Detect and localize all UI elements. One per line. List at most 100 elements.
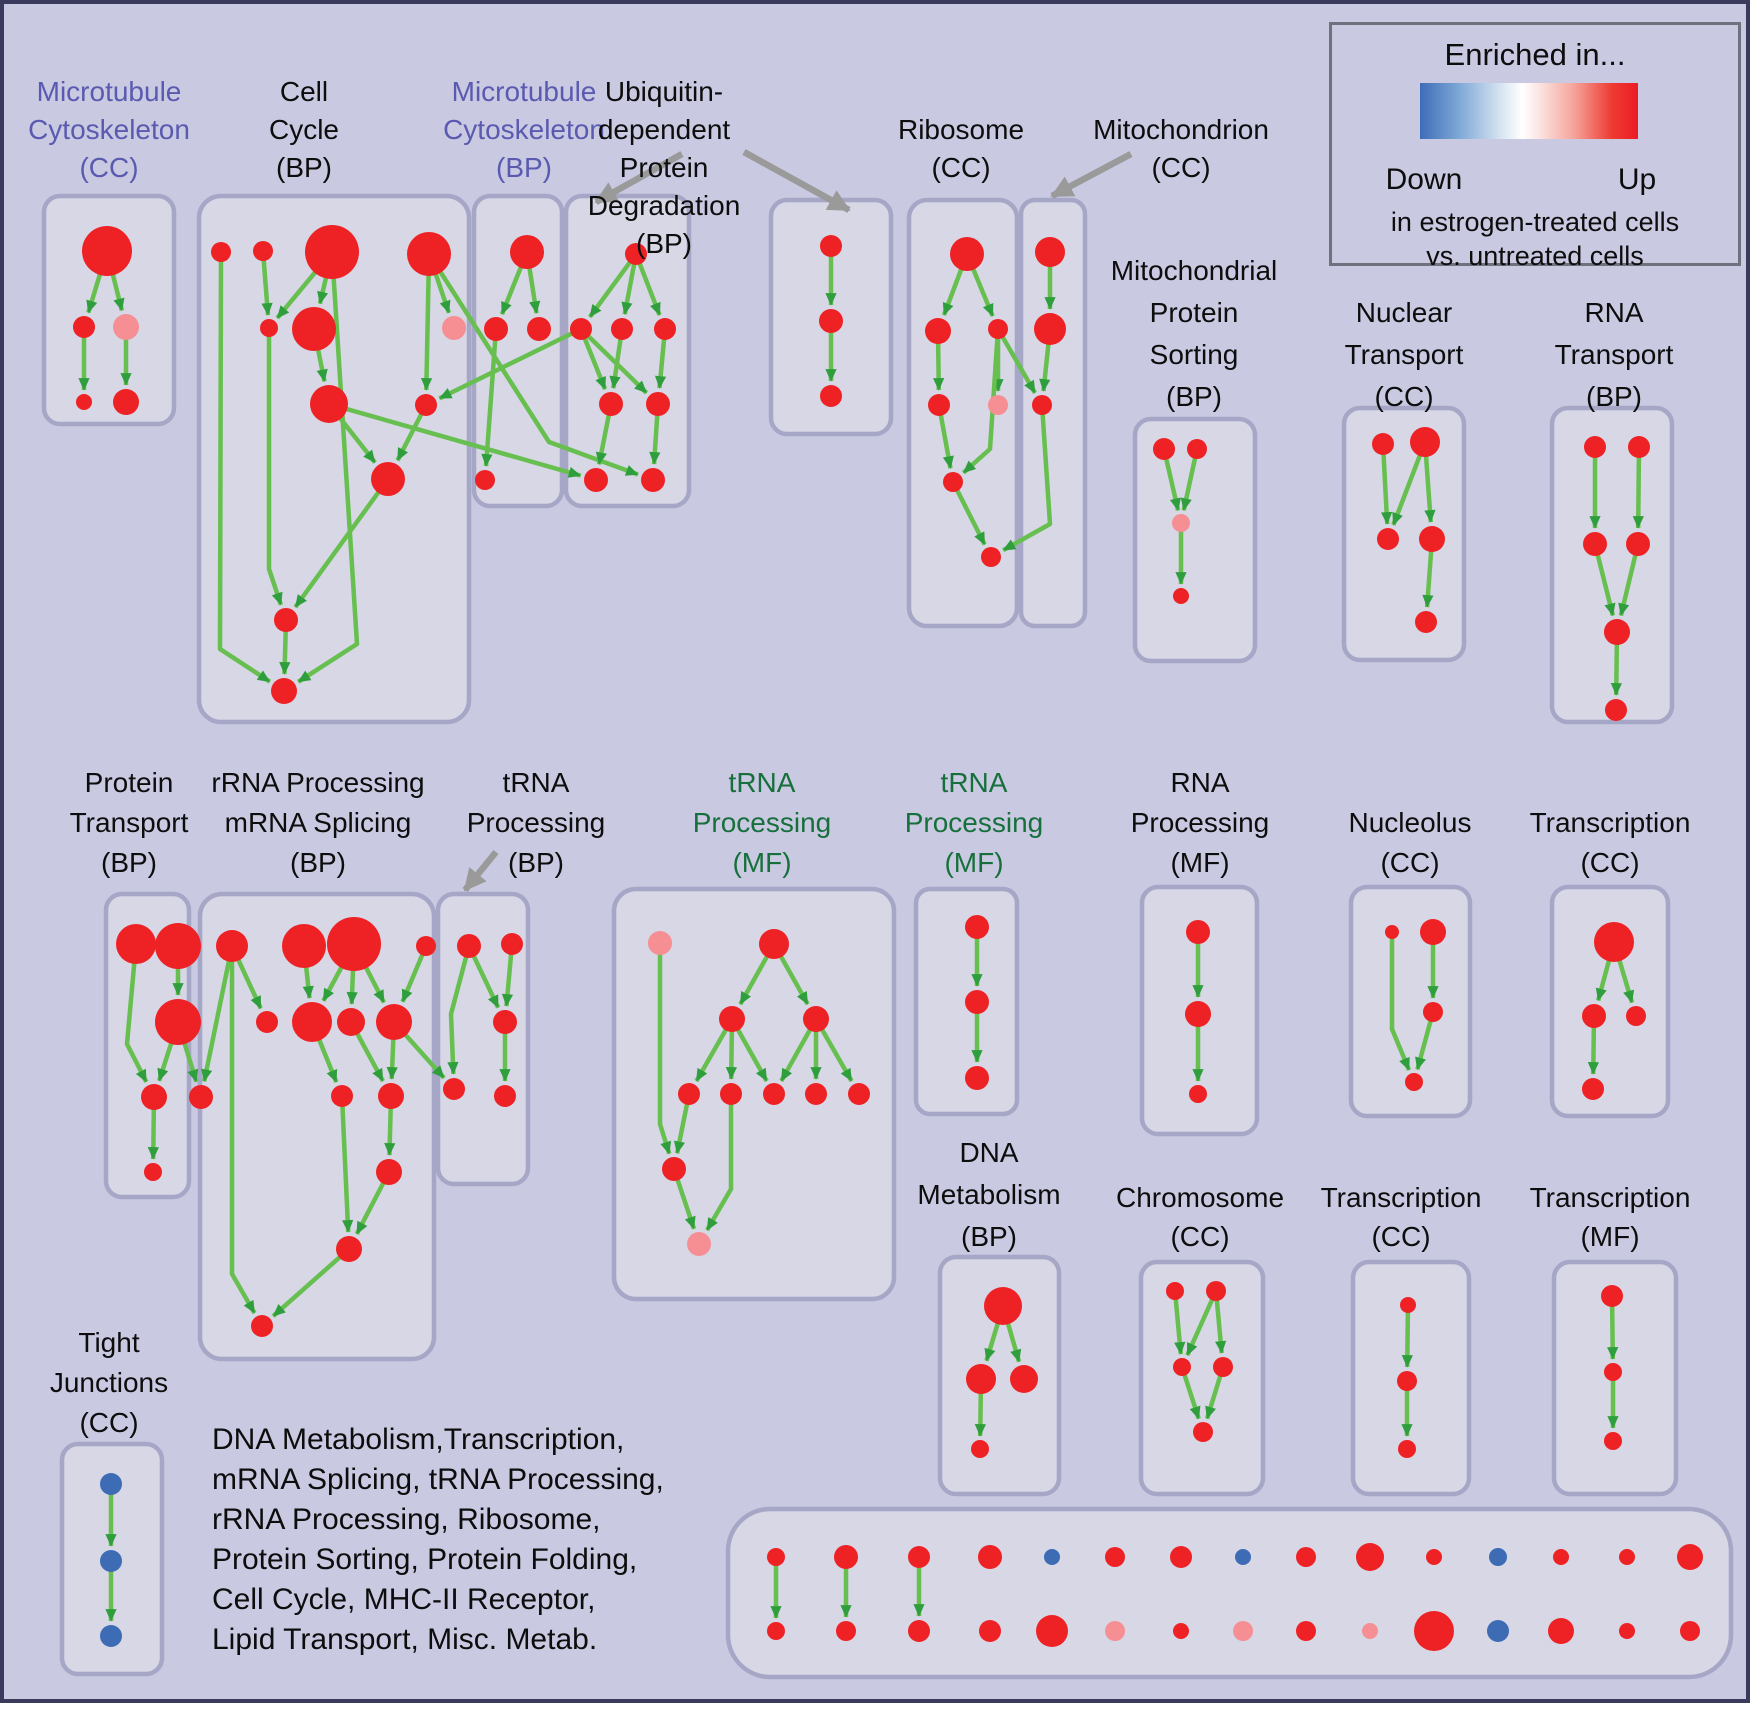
node-l5 <box>1036 1615 1068 1647</box>
network-diagram: Microtubule Cytoskeleton (CC) Cell Cycle (BP)… <box>28 76 1734 1680</box>
node-g5 <box>256 1011 278 1033</box>
node-k6 <box>1105 1547 1125 1567</box>
node-k7 <box>1170 1546 1192 1568</box>
node-w2 <box>759 929 789 959</box>
node-l8 <box>1233 1621 1253 1641</box>
edge-t3-r7 <box>1002 404 1053 553</box>
edge-u2-c9 <box>438 326 582 401</box>
edge-q4-q5 <box>1618 543 1641 617</box>
node-e1 <box>1594 922 1634 962</box>
node-m1 <box>510 235 544 269</box>
node-g12 <box>336 1236 362 1262</box>
edge-c1-c12 <box>217 251 272 684</box>
node-j3 <box>100 1625 122 1647</box>
node-l11 <box>1414 1611 1454 1651</box>
node-q3 <box>1583 532 1607 556</box>
node-n3 <box>1377 528 1399 550</box>
node-ch3 <box>1173 1358 1191 1376</box>
edge-c10-c11 <box>293 477 390 609</box>
node-s1 <box>1153 438 1175 460</box>
edge-g4-g8 <box>400 945 429 1003</box>
node-c6 <box>292 307 336 351</box>
label-tight-junctions-cc: Tight Junctions (CC) <box>50 1327 168 1438</box>
node-f2 <box>1397 1371 1417 1391</box>
node-q1 <box>1584 436 1606 458</box>
node-t1 <box>1035 237 1065 267</box>
group-box-dna-metabolism-bp <box>937 1254 1062 1497</box>
node-j1 <box>100 1473 122 1495</box>
label-rna-processing-mf: RNA Processing (MF) <box>1131 767 1270 878</box>
node-l10 <box>1362 1623 1378 1639</box>
edge-w6-w11 <box>705 1094 734 1232</box>
node-l14 <box>1619 1623 1635 1639</box>
edge-r3-t3 <box>996 327 1037 395</box>
node-d1 <box>984 1287 1022 1325</box>
edge-n1-n3 <box>1380 443 1393 525</box>
node-k1 <box>767 1548 785 1566</box>
node-l15 <box>1680 1621 1700 1641</box>
node-f3 <box>1398 1440 1416 1458</box>
node-k8 <box>1235 1549 1251 1565</box>
label-pointer-arrow-4 <box>462 849 499 893</box>
node-k9 <box>1296 1547 1316 1567</box>
group-box-nucleolus-cc <box>1348 884 1473 1119</box>
node-g4 <box>416 936 436 956</box>
node-nu1 <box>1385 925 1399 939</box>
edge-c8-u7 <box>328 401 582 478</box>
node-k11 <box>1426 1549 1442 1565</box>
edge-r6-r7 <box>950 480 987 546</box>
node-m3 <box>527 317 551 341</box>
node-u1 <box>625 243 647 265</box>
node-u6 <box>646 392 670 416</box>
node-tb5 <box>494 1085 516 1107</box>
node-p3 <box>155 999 201 1045</box>
node-g9 <box>331 1085 353 1107</box>
node-v3 <box>820 385 842 407</box>
node-g2 <box>282 924 326 968</box>
label-trna-processing-mf-1: tRNA Processing (MF) <box>693 767 832 878</box>
node-a1 <box>82 226 132 276</box>
node-q6 <box>1605 699 1627 721</box>
node-tb1 <box>457 934 481 958</box>
node-u7 <box>584 468 608 492</box>
label-microtubule-cytoskeleton-bp: Microtubule Cytoskeleton (BP) <box>443 76 605 183</box>
node-u3 <box>611 318 633 340</box>
node-r3 <box>988 319 1008 339</box>
node-c2 <box>253 241 273 261</box>
node-k10 <box>1356 1543 1384 1571</box>
node-h3 <box>1604 1432 1622 1450</box>
node-p2 <box>155 923 201 969</box>
node-k14 <box>1619 1549 1635 1565</box>
node-c11 <box>274 608 298 632</box>
label-rrna-processing-mrna-splicing-bp: rRNA Processing mRNA Splicing (BP) <box>211 767 424 878</box>
label-ubiquitin-degradation-bp: Ubiquitin-dependent Protein Degradation (BP… <box>588 76 741 259</box>
node-tb4 <box>443 1078 465 1100</box>
group-box-mitochondrial-protein-sorting-bp <box>1132 416 1258 664</box>
node-p1 <box>116 924 156 964</box>
edge-q2-q4 <box>1632 446 1644 529</box>
edge-u1-u2 <box>588 252 638 319</box>
label-mitochondrion-cc: Mitochondrion (CC) <box>1093 114 1269 183</box>
label-collapsed-terms-list: DNA Metabolism,Transcription, mRNA Splici… <box>212 1423 664 1656</box>
edge-r3-r6 <box>961 328 1001 475</box>
node-n2 <box>1410 427 1440 457</box>
node-s2 <box>1187 439 1207 459</box>
group-box-transcription-cc-1 <box>1549 884 1671 1119</box>
group-box-rrna-processing-mrna-splicing-bp <box>197 891 437 1362</box>
node-m4 <box>475 470 495 490</box>
label-mitochondrial-protein-sorting-bp: Mitochondrial Protein Sorting (BP) <box>1111 255 1278 412</box>
node-l6 <box>1105 1621 1125 1641</box>
node-w10 <box>662 1157 686 1181</box>
node-w8 <box>805 1083 827 1105</box>
node-t3 <box>1032 395 1052 415</box>
node-l1 <box>767 1622 785 1640</box>
edge-tb1-tb4 <box>447 945 472 1075</box>
node-c12 <box>271 678 297 704</box>
node-g8 <box>376 1004 412 1040</box>
legend-up-label: Up <box>1617 163 1657 196</box>
node-d2 <box>966 1364 996 1394</box>
node-x3 <box>965 1066 989 1090</box>
node-r5 <box>988 395 1008 415</box>
node-k12 <box>1489 1548 1507 1566</box>
node-r7 <box>981 547 1001 567</box>
